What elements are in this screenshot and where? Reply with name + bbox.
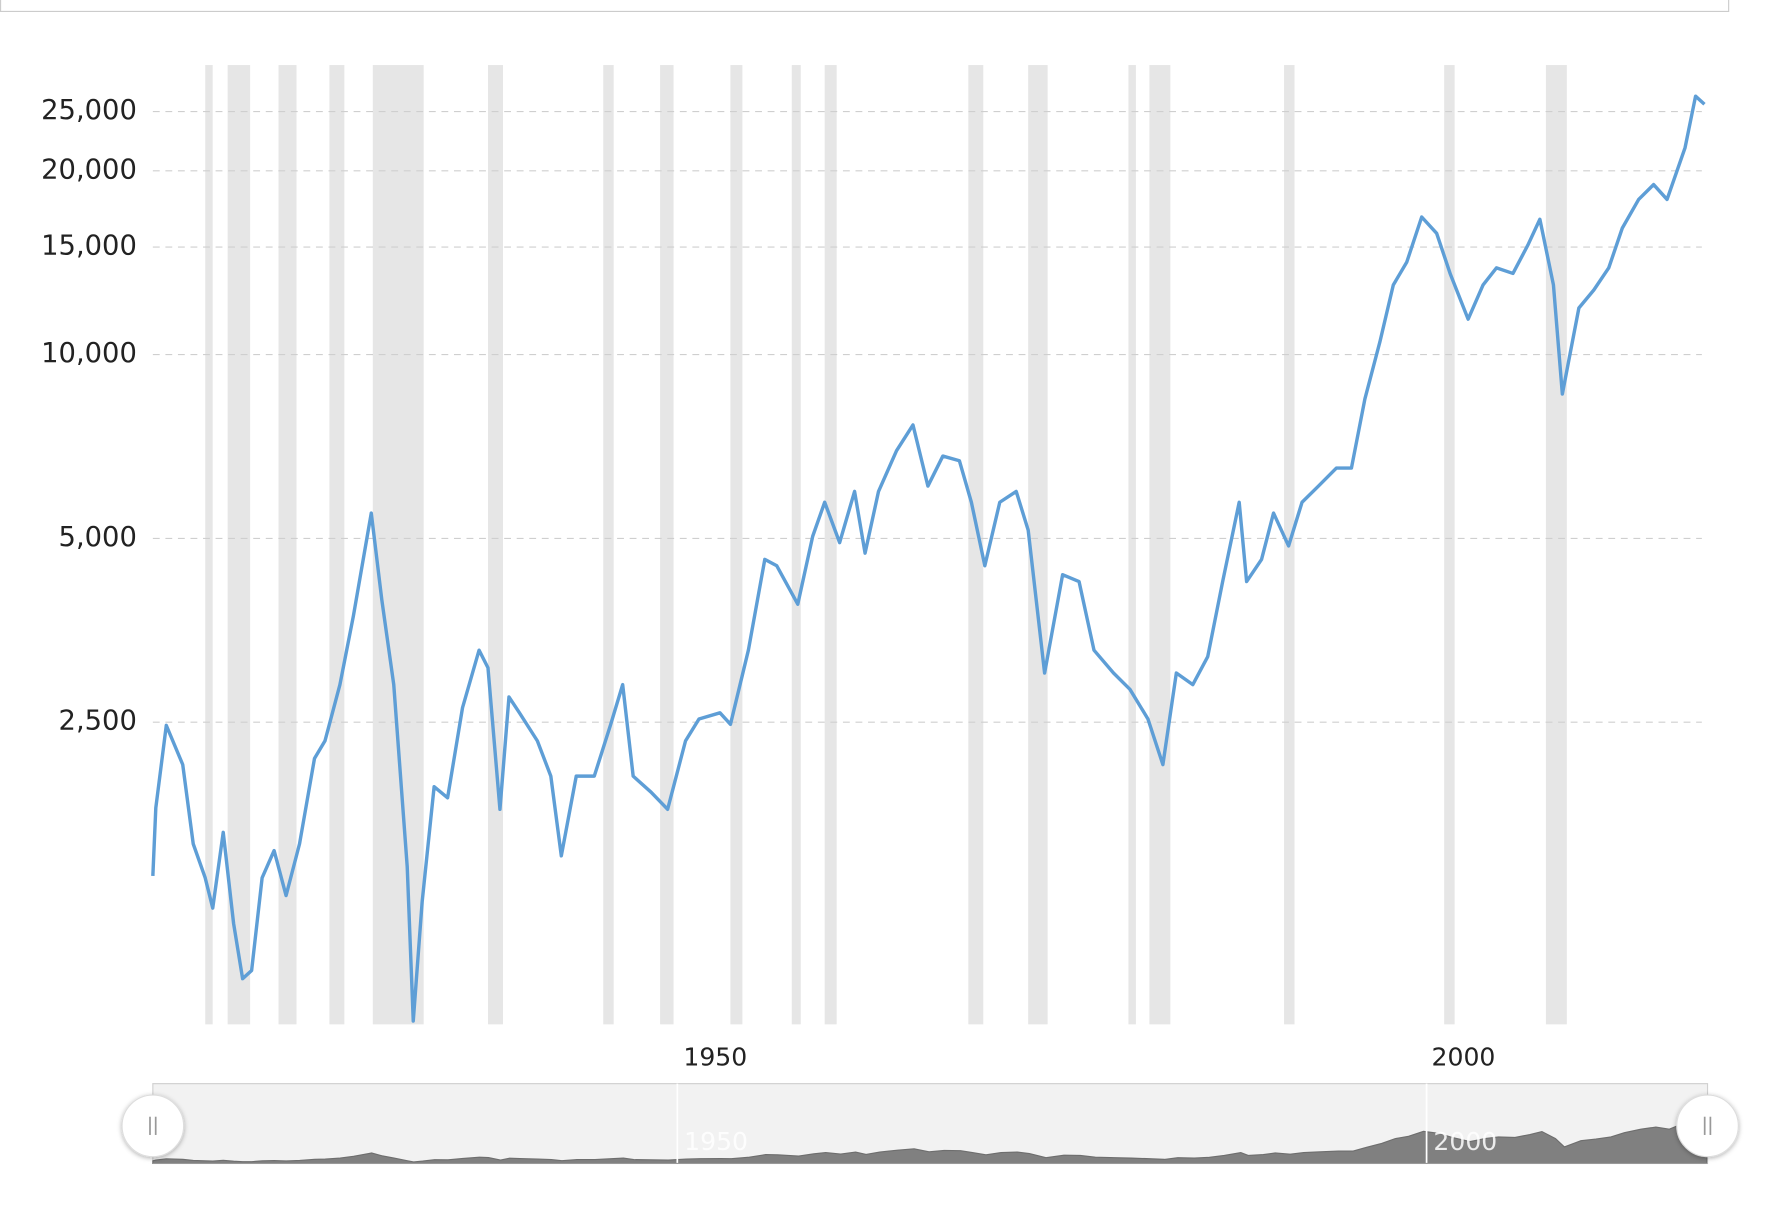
- recession-band: [227, 65, 251, 1025]
- recession-band: [329, 65, 345, 1025]
- x-tick-label: 2000: [1432, 1043, 1496, 1072]
- navigator-handle[interactable]: [1676, 1094, 1739, 1158]
- recession-band: [1149, 65, 1171, 1025]
- navigator[interactable]: 1950 2000: [121, 1083, 1739, 1165]
- navigator-tick-label: 2000: [1433, 1127, 1497, 1156]
- plot-area: 2,500 5,000 10,000 15,000 20,000 25,000 1950 20…: [41, 65, 1706, 1072]
- y-tick-label: 25,000: [41, 95, 137, 126]
- navigator-tick-label: 1950: [684, 1127, 748, 1156]
- recession-band: [1028, 65, 1048, 1025]
- recession-band: [372, 65, 424, 1025]
- recession-band: [824, 65, 837, 1025]
- y-tick-label: 2,500: [59, 706, 137, 737]
- x-tick-label: 1950: [683, 1043, 747, 1072]
- y-tick-label: 5,000: [59, 522, 137, 553]
- y-tick-label: 10,000: [41, 338, 137, 369]
- navigator-handle[interactable]: [121, 1094, 185, 1158]
- recession-band: [1444, 65, 1455, 1025]
- y-tick-label: 20,000: [41, 154, 137, 185]
- recession-band: [1128, 65, 1136, 1025]
- recession-band: [278, 65, 297, 1025]
- recession-band: [603, 65, 614, 1025]
- recession-band: [205, 65, 213, 1025]
- recession-band: [791, 65, 801, 1025]
- top-panel-border: [0, 0, 1730, 13]
- data-line: [151, 94, 1706, 1023]
- navigator-area: [152, 1112, 1708, 1165]
- recession-band: [968, 65, 984, 1025]
- y-tick-label: 15,000: [41, 231, 137, 262]
- recession-band: [730, 65, 743, 1025]
- recession-band: [1545, 65, 1567, 1025]
- recession-band: [660, 65, 674, 1025]
- recession-band: [488, 65, 503, 1025]
